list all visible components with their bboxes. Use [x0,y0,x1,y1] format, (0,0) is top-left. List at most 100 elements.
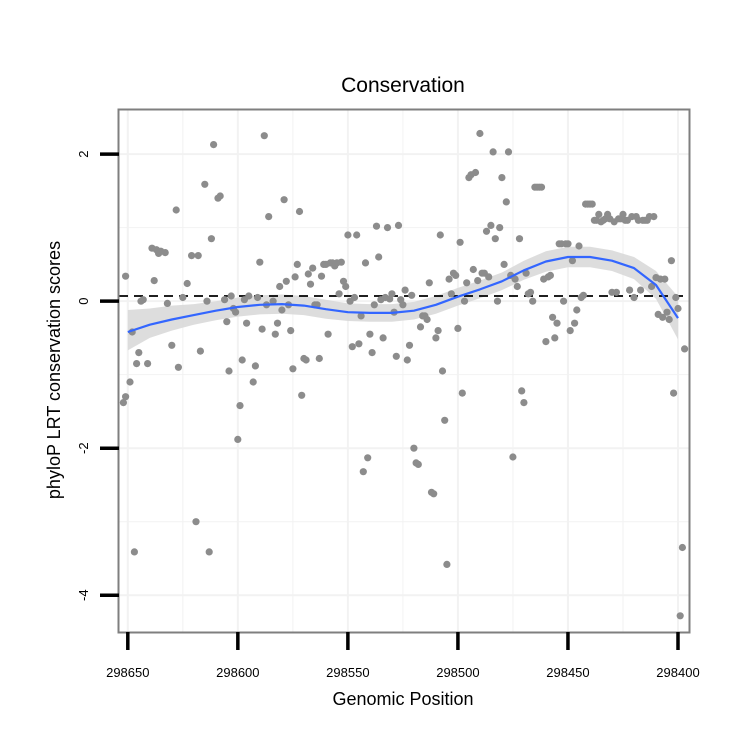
y-tick-label: -2 [76,442,91,454]
data-point [474,277,482,285]
data-point [595,210,603,218]
data-point [471,168,480,177]
data-point [139,296,147,304]
data-point [529,297,537,305]
data-point [168,341,176,349]
data-point [551,334,559,342]
data-point [271,330,279,338]
data-point [260,132,268,140]
data-point [447,290,455,298]
data-point [372,222,381,230]
data-point [225,367,233,375]
data-point [295,207,304,216]
data-point [383,224,392,232]
data-point [458,389,466,397]
data-point [399,301,407,309]
x-tick-label: 298400 [656,665,699,680]
data-point [245,292,253,300]
data-point [388,290,396,298]
data-point [287,327,295,335]
data-point [379,334,387,342]
x-axis-label: Genomic Position [332,689,473,709]
data-point [670,389,678,397]
data-point [526,288,535,296]
data-point [612,288,621,296]
data-point [463,279,471,287]
y-tick-label: -4 [76,589,91,601]
data-point [353,231,361,239]
y-axis-label: phyloP LRT conservation scores [44,241,64,499]
data-point [489,148,497,156]
data-point [122,393,130,401]
data-point [161,249,169,257]
data-point [436,231,444,239]
data-point [626,286,634,294]
data-point [674,304,682,313]
data-point [216,192,224,200]
data-point [571,319,579,327]
data-point [192,518,200,526]
data-point [227,292,235,300]
data-point [342,282,350,291]
chart-title: Conservation [341,74,465,97]
data-point [678,543,687,552]
data-point [337,258,345,266]
data-point [243,319,251,327]
data-point [454,324,462,332]
data-point [179,293,187,302]
data-point [452,271,460,279]
data-point [306,280,315,288]
data-point [280,196,288,204]
data-point [205,548,213,556]
data-point [504,148,513,156]
smooth-curve-layer [127,255,679,334]
y-tick-label: 0 [76,298,91,305]
data-point [630,293,638,302]
data-point [430,490,438,498]
data-point [549,313,557,321]
data-point [133,360,141,368]
data-point [163,299,171,307]
data-point [423,315,431,324]
data-point [511,275,519,283]
data-point [648,282,656,291]
data-point [350,293,359,302]
x-tick-label: 298500 [436,665,479,680]
data-point [518,387,526,395]
data-point [575,242,583,250]
data-point [183,279,191,288]
data-point [441,416,449,424]
data-point [119,399,127,407]
data-point [364,454,372,462]
data-point [361,259,370,267]
data-point [665,315,673,324]
data-point [304,270,312,278]
data-point [681,345,689,353]
data-point [375,253,383,261]
data-point [568,257,577,265]
data-point [357,312,365,320]
data-point [482,227,491,235]
data-point [315,354,323,363]
data-point [256,258,264,266]
data-point [667,257,676,265]
data-point [416,323,425,331]
data-point [573,306,581,314]
data-point [368,349,376,357]
data-point [238,356,246,364]
data-point [276,282,284,291]
data-point [502,198,510,206]
x-tick-label: 298650 [106,665,149,680]
grid-lines [119,110,689,632]
data-point [196,347,204,355]
data-point [564,240,572,248]
data-point [317,272,326,280]
data-point [335,290,343,298]
data-point [491,235,499,243]
data-point [366,330,374,338]
data-point [126,378,134,386]
data-point [355,340,363,348]
data-point [203,297,211,305]
data-point [194,252,202,260]
